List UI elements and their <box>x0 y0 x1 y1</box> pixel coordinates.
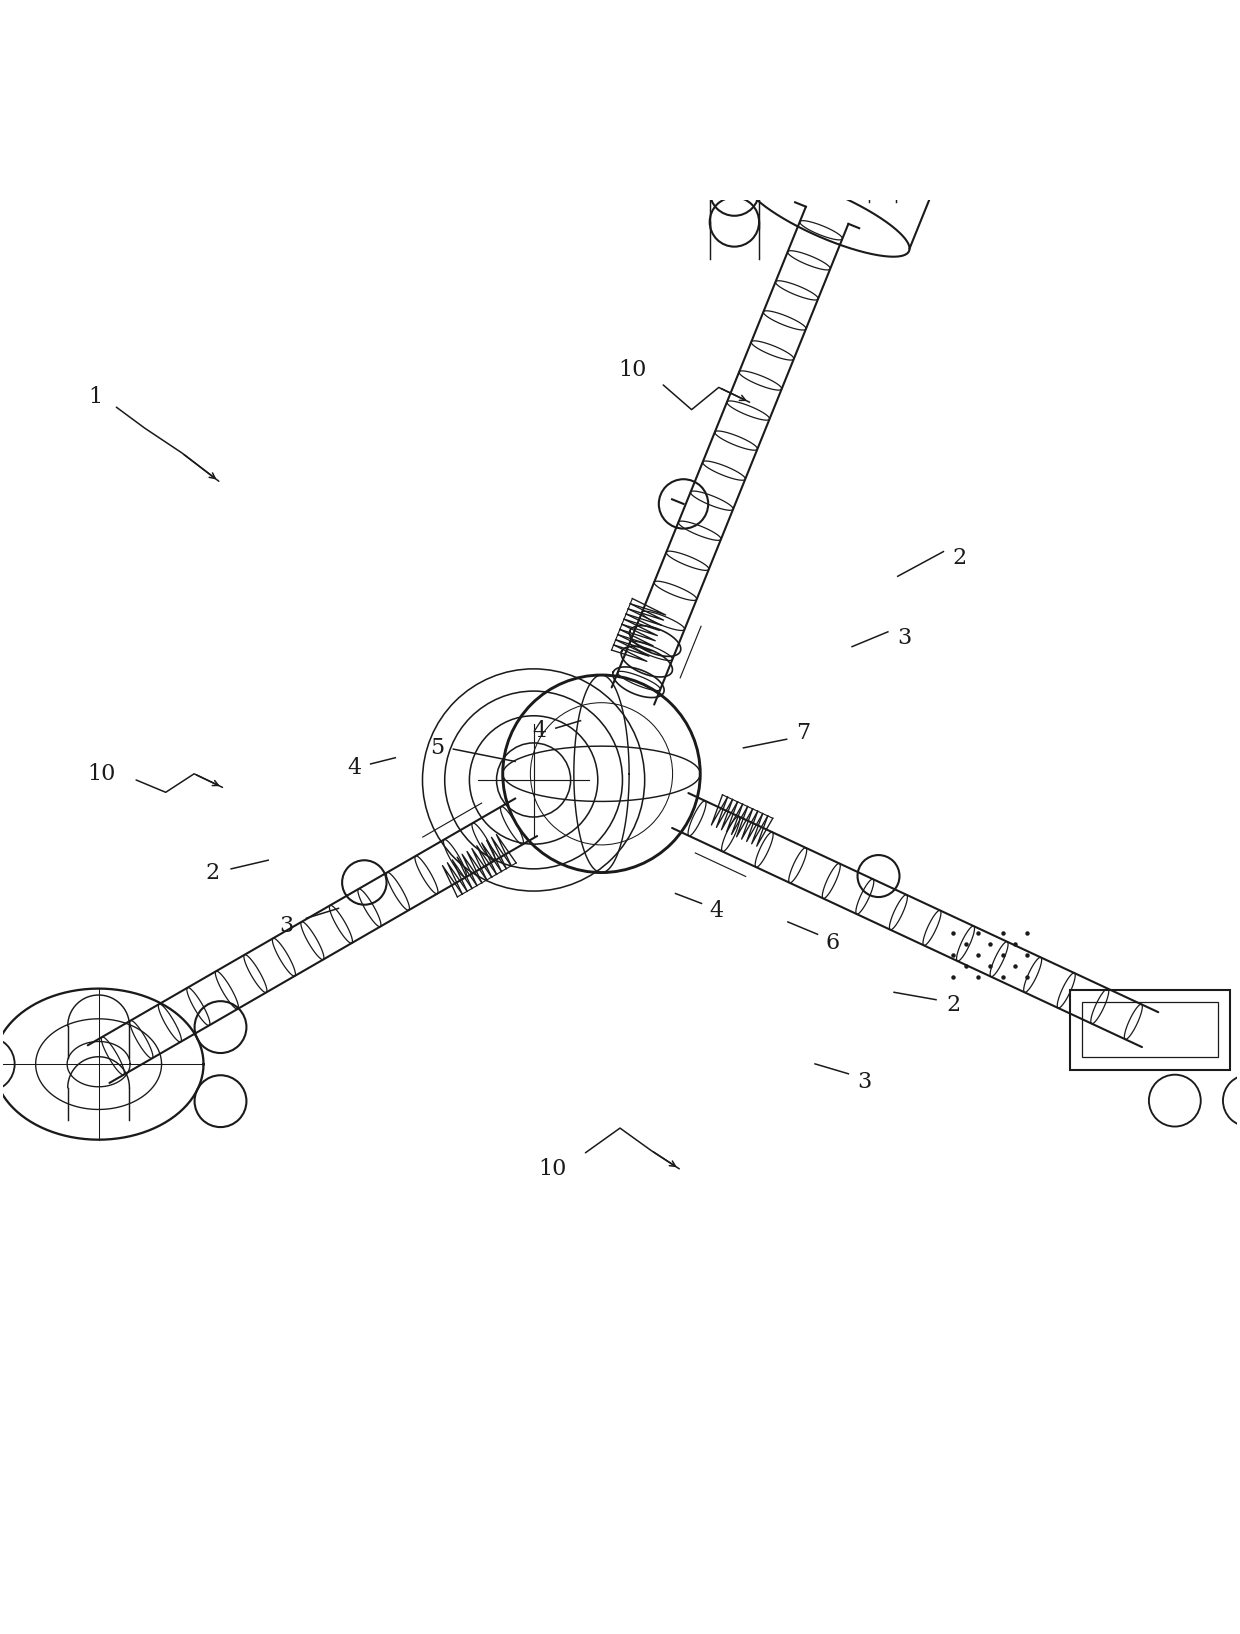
Text: 3: 3 <box>897 627 911 649</box>
Text: 10: 10 <box>538 1159 567 1180</box>
Text: 7: 7 <box>796 722 810 743</box>
Bar <box>1070 990 1230 1070</box>
Text: 2: 2 <box>946 993 960 1016</box>
Text: 4: 4 <box>347 757 362 779</box>
Text: 10: 10 <box>619 359 646 381</box>
Text: 1: 1 <box>88 386 103 408</box>
Text: 6: 6 <box>826 931 839 954</box>
Text: 3: 3 <box>279 915 294 936</box>
Text: 4: 4 <box>709 900 723 922</box>
Text: 2: 2 <box>952 547 966 569</box>
Text: 3: 3 <box>857 1072 872 1093</box>
Text: 10: 10 <box>87 763 115 784</box>
Text: 5: 5 <box>430 737 444 758</box>
Bar <box>1083 1002 1218 1057</box>
Text: 2: 2 <box>206 861 219 884</box>
Text: 4: 4 <box>533 719 547 742</box>
